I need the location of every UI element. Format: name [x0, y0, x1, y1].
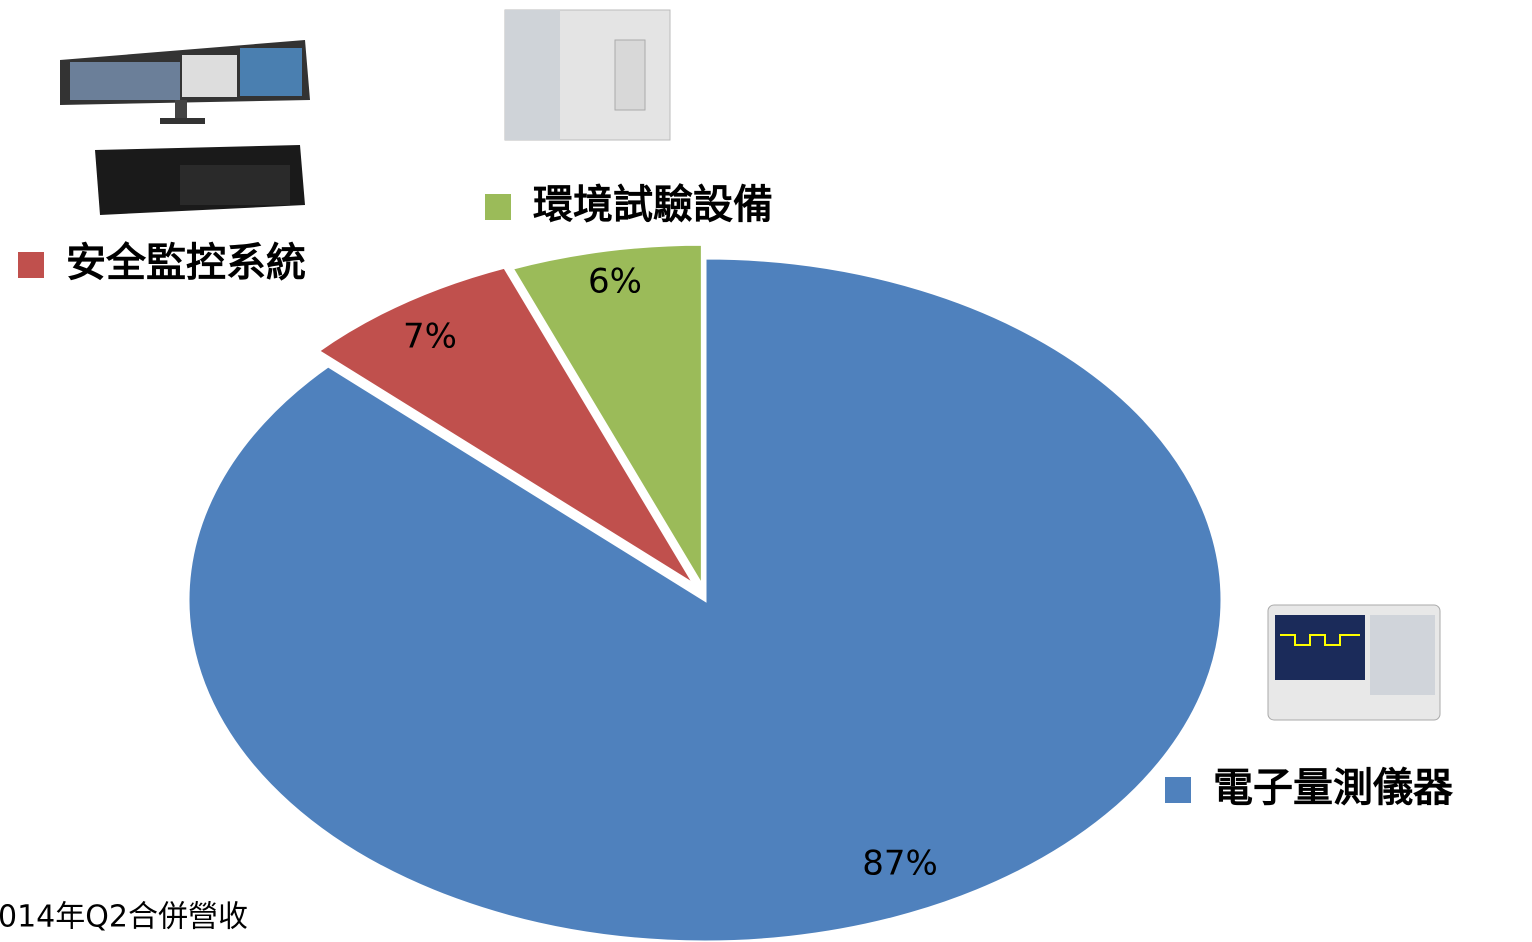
- legend-swatch: [18, 252, 44, 278]
- monitor-picture: [60, 40, 310, 124]
- data-label: 6%: [588, 262, 642, 302]
- legend-swatch: [485, 194, 511, 220]
- legend-label: 電子量測儀器: [1213, 765, 1454, 811]
- chart: 87% 電子量測儀器 7% 安全監控系統 6% 環境試驗設備 014年Q2合併營收: [0, 0, 1532, 942]
- legend-label: 安全監控系統: [66, 240, 306, 286]
- data-label: 87%: [862, 844, 938, 884]
- legend-label: 環境試驗設備: [533, 182, 773, 228]
- chamber-picture: [505, 10, 670, 140]
- legend-swatch: [1165, 777, 1191, 803]
- caption: 014年Q2合併營收: [0, 900, 248, 935]
- oscilloscope-picture: [1268, 605, 1440, 720]
- recorder-picture: [95, 145, 305, 215]
- data-label: 7%: [403, 317, 457, 357]
